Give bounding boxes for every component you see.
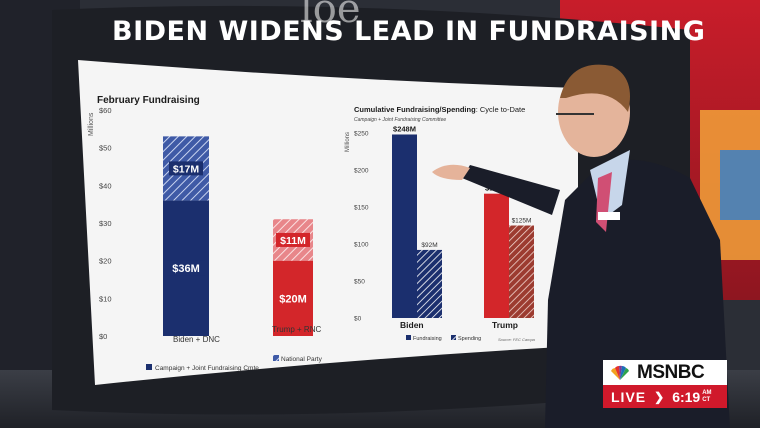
chart2-ytick: $200 [354,168,369,175]
bar-label-box [169,161,203,176]
background-logo: loe [300,0,361,32]
chart1-ytick: $60 [99,106,112,115]
bar-label-box [167,260,205,276]
chart2-title: Cumulative Fundraising/Spending [354,105,476,114]
peacock-icon [611,365,629,380]
bar-value-label: $36M [172,263,200,275]
category-biden-dnc: Biden + DNC [173,335,220,344]
clock-ampm: AM [702,389,712,396]
chart2-ytick: $150 [354,205,369,212]
category-trump: Trump [492,320,518,330]
bar-value-label: $20M [279,293,307,305]
chart1-ytick: $40 [99,181,112,190]
chart1-ytick: $30 [99,219,112,228]
chart2-subtitle: Campaign + Joint Fundraising Committee [354,117,446,123]
bar-fundraising [484,193,509,318]
chart1-ytick: $10 [99,294,112,303]
chart1-ylabel: Millions [88,112,95,136]
bar-spending [417,249,442,318]
bar-label-box [274,290,312,306]
chevron-right-icon: ❯ [654,389,665,404]
chart2-ylabel: Millions [345,132,351,152]
legend-party: National Party [281,356,323,363]
bar-value-label: $17M [173,163,200,175]
headline: BIDEN WIDENS LEAD IN FUNDRAISING [112,16,706,47]
chart1-ytick: $50 [99,144,112,153]
legend-swatch-party [273,355,279,361]
february-chart: February Fundraising Millions $0 $10 $20 $3… [88,95,323,372]
network-name: MSNBC [637,361,705,383]
cumulative-chart: Cumulative Fundraising/Spending: Cycle t… [345,105,536,342]
svg-text:Cumulative Fundraising/Spendin: Cumulative Fundraising/Spending: Cycle t… [354,105,525,114]
chart2-title-suffix: : Cycle to-Date [476,105,526,114]
legend-swatch-campaign [146,364,152,370]
clock-time: 6:19 [672,388,701,405]
category-biden: Biden [400,320,424,330]
legend-spending: Spending [458,336,481,342]
live-label: LIVE [611,388,647,405]
chart2-ytick: $100 [354,242,369,249]
chart2-ytick: $50 [354,279,365,286]
legend-campaign: Campaign + Joint Fundraising Cmte. [155,365,261,372]
chart2-ytick: $250 [354,131,369,138]
chart1-ytick: $20 [99,257,112,266]
network-bug: MSNBC LIVE ❯ 6:19 AM CT [603,360,727,408]
bar-fundraising [392,134,417,318]
bar-spending [509,225,534,318]
bar-value-label: $11M [280,235,306,247]
legend-swatch-spending [451,335,456,340]
bar-value-label: $92M [421,242,437,249]
chart1-title: February Fundraising [97,95,200,106]
legend-fundraising: Fundraising [413,336,442,342]
clock-timezone: CT [702,396,711,403]
bar-label-box [276,232,310,247]
category-trump-rnc: Trump + RNC [272,325,321,334]
chart2-ytick: $0 [354,316,362,323]
chart1-ytick: $0 [99,332,107,341]
chart2-source: Source: FEC Campa [498,337,536,342]
legend-swatch-fundraising [406,335,411,340]
bar-value-label: $248M [393,124,416,133]
bar-value-label: $125M [512,218,532,225]
